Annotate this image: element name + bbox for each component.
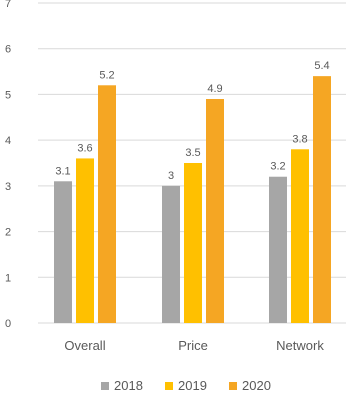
legend-swatch-2019 [165, 382, 173, 390]
bar-2020-price [206, 99, 224, 323]
data-label-2018-price: 3 [168, 170, 174, 182]
y-tick-label-4: 4 [5, 135, 11, 147]
data-label-2019-network: 3.8 [292, 133, 307, 145]
bar-2020-overall [98, 85, 116, 324]
legend-label-2018: 2018 [114, 378, 143, 393]
y-tick-label-6: 6 [5, 44, 11, 56]
data-label-2019-price: 3.5 [185, 147, 200, 159]
bar-2019-network [291, 149, 309, 323]
bar-2018-network [269, 176, 287, 323]
bar-2018-price [162, 185, 180, 323]
data-label-2020-network: 5.4 [314, 60, 329, 72]
x-tick-label-network: Network [276, 338, 324, 353]
legend-swatch-2018 [101, 382, 109, 390]
legend: 2018 2019 2020 [101, 378, 271, 393]
data-label-2020-price: 4.9 [207, 83, 222, 95]
bars [54, 76, 331, 324]
legend-swatch-2020 [229, 382, 237, 390]
x-tick-label-price: Price [178, 338, 208, 353]
bar-2019-overall [76, 158, 94, 323]
y-tick-label-5: 5 [5, 89, 11, 101]
bar-2019-price [184, 163, 202, 323]
data-label-2018-overall: 3.1 [55, 165, 70, 177]
data-labels: 3.1 3 3.2 3.6 3.5 3.8 5.2 4.9 5.4 [55, 60, 329, 182]
bar-2020-network [313, 76, 331, 324]
x-tick-label-overall: Overall [64, 338, 105, 353]
data-label-2018-network: 3.2 [270, 161, 285, 173]
x-axis-labels: Overall Price Network [64, 338, 324, 353]
y-axis-ticks: 0 1 2 3 4 5 6 7 [5, 0, 11, 330]
y-tick-label-3: 3 [5, 181, 11, 193]
legend-label-2020: 2020 [242, 378, 271, 393]
y-tick-label-7: 7 [5, 0, 11, 10]
data-label-2019-overall: 3.6 [77, 142, 92, 154]
bar-2018-overall [54, 181, 72, 323]
data-label-2020-overall: 5.2 [99, 69, 114, 81]
legend-label-2019: 2019 [178, 378, 207, 393]
y-tick-label-1: 1 [5, 272, 11, 284]
y-tick-label-0: 0 [5, 318, 11, 330]
y-tick-label-2: 2 [5, 227, 11, 239]
